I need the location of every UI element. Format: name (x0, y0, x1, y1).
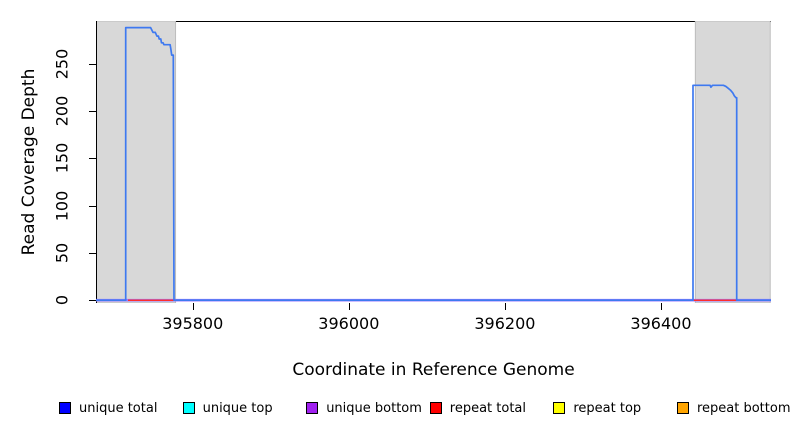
y-tick-label: 0 (52, 295, 72, 306)
repeat-region-right (694, 21, 771, 303)
x-tick-label: 396400 (630, 314, 692, 333)
x-tick-mark (348, 303, 350, 310)
legend-label: unique top (202, 400, 273, 416)
legend-label: repeat total (449, 400, 527, 416)
x-tick-label: 396200 (474, 314, 536, 333)
legend-label: repeat top (573, 400, 642, 416)
y-tick-mark (89, 110, 96, 112)
y-tick-mark (89, 252, 96, 254)
legend-label: unique bottom (326, 400, 422, 416)
y-tick-mark (89, 63, 96, 65)
repeat-region-left (96, 21, 177, 303)
legend-swatch-icon (182, 402, 195, 414)
x-tick-mark (192, 303, 194, 310)
legend-item-unique-total: unique total (59, 400, 183, 416)
legend-swatch-icon (59, 402, 71, 414)
y-tick-label: 50 (52, 242, 72, 264)
y-tick-label: 150 (52, 142, 72, 174)
legend-swatch-icon (676, 402, 689, 414)
y-tick-label: 250 (52, 48, 72, 79)
legend-swatch-icon (553, 402, 566, 414)
y-tick-mark (89, 300, 96, 302)
legend-swatch-icon (306, 402, 319, 414)
series-unique-total-coverage (96, 26, 771, 302)
legend-item-unique-bottom: unique bottom (306, 400, 430, 416)
legend-item-repeat-top: repeat top (553, 400, 677, 416)
x-tick-mark (660, 303, 662, 310)
y-tick-mark (89, 205, 96, 207)
legend-item-repeat-total: repeat total (429, 400, 554, 416)
y-axis-title: Read Coverage Depth (19, 68, 39, 256)
legend-label: repeat bottom (696, 400, 791, 416)
legend-swatch-icon (429, 402, 442, 414)
plot-canvas (96, 21, 771, 303)
x-tick-mark (504, 303, 506, 310)
legend: unique total unique top unique bottom repea… (59, 400, 792, 416)
y-tick-label: 200 (52, 95, 72, 127)
x-tick-label: 395800 (162, 314, 224, 333)
x-axis-title: Coordinate in Reference Genome (292, 360, 575, 380)
legend-item-unique-top: unique top (182, 400, 307, 416)
x-tick-label: 396000 (318, 314, 380, 333)
legend-label: unique total (79, 400, 158, 416)
y-tick-mark (89, 158, 96, 160)
plot-area (96, 21, 771, 303)
legend-item-repeat-bottom: repeat bottom (676, 400, 792, 416)
y-tick-label: 100 (52, 190, 72, 221)
